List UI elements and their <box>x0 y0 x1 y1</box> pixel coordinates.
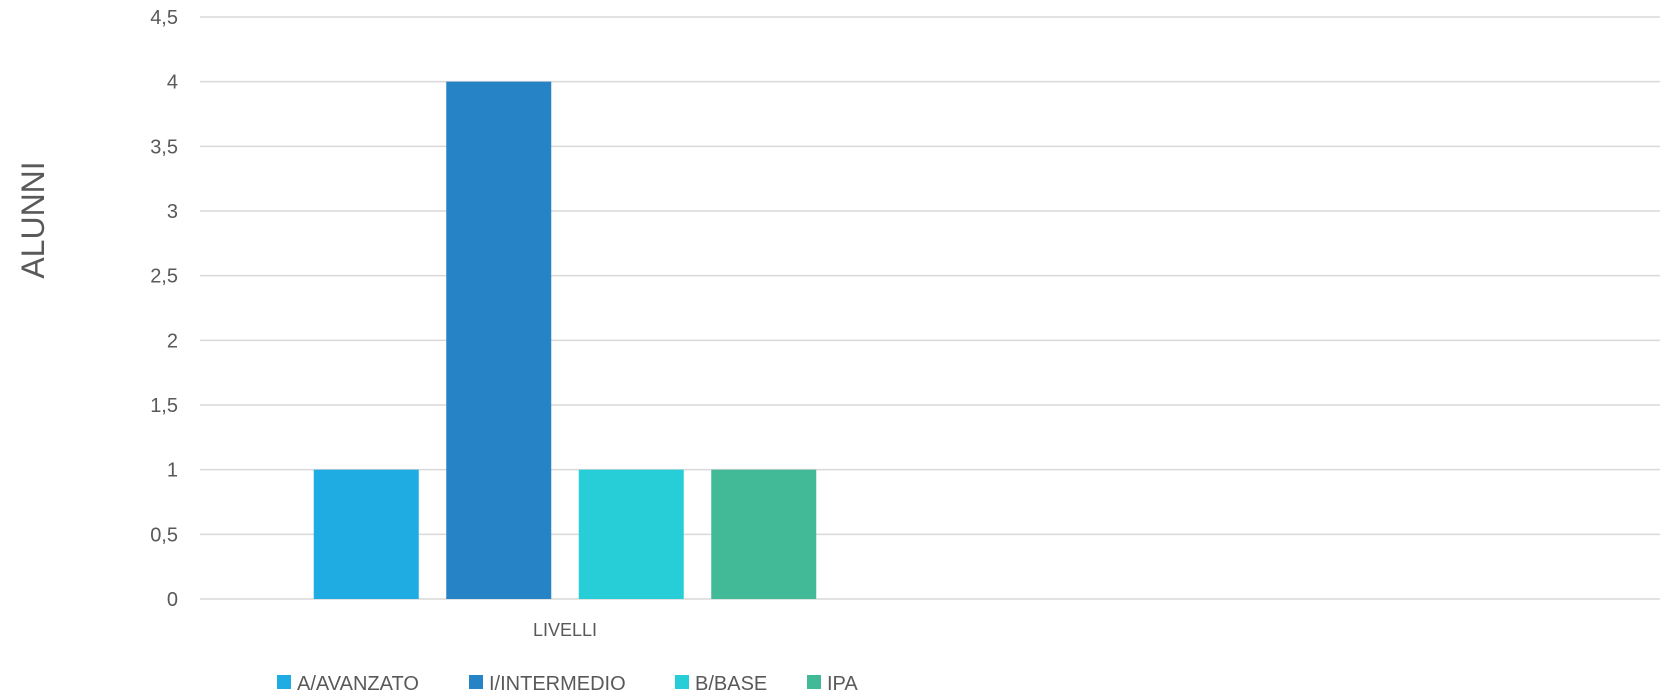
legend-item: B/BASE <box>675 673 767 695</box>
legend-label: B/BASE <box>695 673 767 695</box>
x-category-label: LIVELLI <box>533 620 597 640</box>
legend-label: IPA <box>827 673 858 695</box>
category-labels: LIVELLI <box>533 620 597 640</box>
y-tick-label: 2 <box>167 330 178 352</box>
legend-item: A/AVANZATO <box>277 673 419 695</box>
y-tick-label: 4 <box>167 72 178 94</box>
gridlines <box>200 16 1660 600</box>
bar-ipa <box>711 469 817 599</box>
y-tick-label: 3 <box>167 201 178 223</box>
legend-swatch <box>277 675 291 689</box>
bar-a-avanzato <box>313 469 419 599</box>
y-tick-label: 0 <box>167 589 178 611</box>
legend-item: I/INTERMEDIO <box>469 673 626 695</box>
y-axis-ticks: 0 0,5 1 1,5 2 2,5 3 3,5 4 4,5 <box>150 7 178 611</box>
legend-item: IPA <box>807 673 858 695</box>
y-tick-label: 4,5 <box>150 7 178 29</box>
legend: A/AVANZATO I/INTERMEDIO B/BASE IPA <box>277 673 858 695</box>
y-tick-label: 2,5 <box>150 266 178 288</box>
bars <box>313 81 817 599</box>
y-axis-title: ALUNNI <box>15 161 51 278</box>
y-tick-label: 1,5 <box>150 395 178 417</box>
y-tick-label: 3,5 <box>150 136 178 158</box>
legend-swatch <box>675 675 689 689</box>
bar-b-base <box>578 469 684 599</box>
legend-swatch <box>469 675 483 689</box>
legend-label: A/AVANZATO <box>297 673 419 695</box>
y-tick-label: 0,5 <box>150 524 178 546</box>
y-tick-label: 1 <box>167 460 178 482</box>
legend-label: I/INTERMEDIO <box>489 673 626 695</box>
bar-i-intermedio <box>446 81 552 599</box>
legend-swatch <box>807 675 821 689</box>
